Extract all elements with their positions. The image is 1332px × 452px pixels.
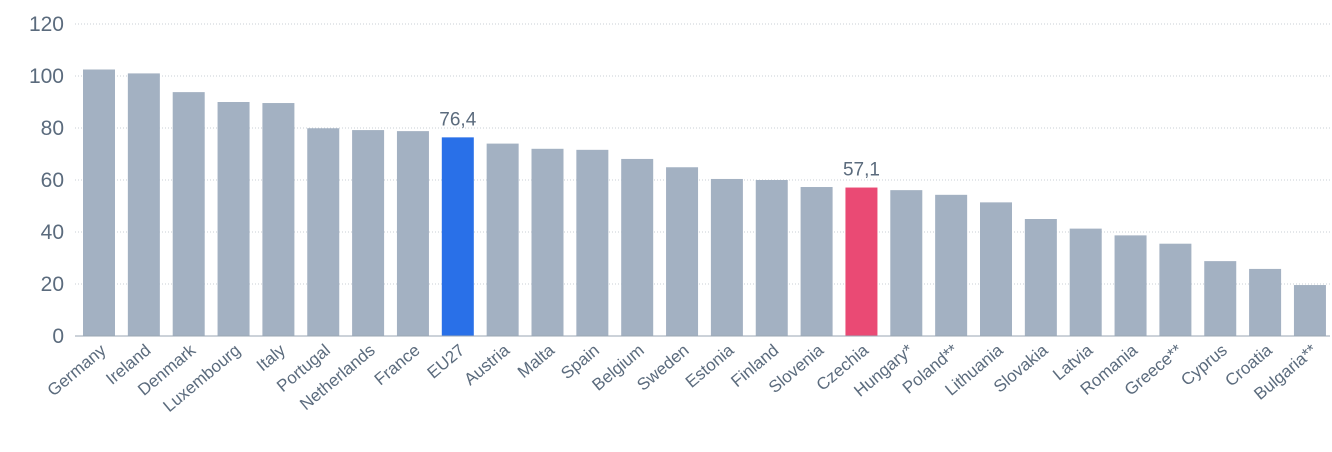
bar-slovenia xyxy=(800,187,833,336)
bar-latvia xyxy=(1069,228,1102,336)
bar-croatia xyxy=(1249,268,1282,336)
bar-slovakia xyxy=(1024,219,1057,336)
bar-italy xyxy=(262,103,295,336)
bar-portugal xyxy=(307,128,340,336)
x-tick-label: France xyxy=(371,341,424,390)
y-tick-label: 80 xyxy=(41,117,64,140)
y-tick-label: 60 xyxy=(41,169,64,192)
gridlines xyxy=(75,23,1330,285)
data-label-czechia: 57,1 xyxy=(843,160,880,181)
bar-poland xyxy=(935,194,968,336)
bar-lithuania xyxy=(980,202,1012,336)
x-tick-label: Malta xyxy=(514,340,558,382)
bar-hungary xyxy=(890,190,923,336)
x-tick-label: Germany xyxy=(44,340,110,400)
x-tick-label: Estonia xyxy=(682,340,738,391)
data-labels: 76,4 57,1 xyxy=(439,109,880,180)
y-tick-label: 40 xyxy=(41,221,64,244)
bar-denmark xyxy=(172,92,205,337)
bar-malta xyxy=(531,148,564,336)
x-tick-label: Italy xyxy=(253,340,289,375)
bar-estonia xyxy=(710,178,743,336)
data-label-eu27: 76,4 xyxy=(439,109,476,130)
bar-czechia xyxy=(845,187,878,336)
bars xyxy=(83,69,1326,337)
bar-cyprus xyxy=(1204,261,1237,336)
bar-eu27 xyxy=(441,137,474,336)
y-tick-label: 100 xyxy=(29,65,64,88)
x-tick-label: Austria xyxy=(460,340,513,389)
y-tick-label: 0 xyxy=(52,325,64,348)
bar-ireland xyxy=(127,73,160,337)
bar-sweden xyxy=(666,167,699,336)
bar-spain xyxy=(576,149,609,336)
bar-germany xyxy=(83,69,115,336)
bar-france xyxy=(396,131,429,336)
bar-greece xyxy=(1159,243,1192,336)
bar-romania xyxy=(1114,235,1147,336)
y-tick-label: 20 xyxy=(41,273,64,296)
bar-belgium xyxy=(621,158,654,336)
bar-netherlands xyxy=(352,130,385,336)
x-tick-label: Cyprus xyxy=(1177,341,1230,390)
bar-finland xyxy=(755,180,788,336)
y-axis-ticks: 0 20 40 60 80 100 120 xyxy=(29,13,64,348)
bar-luxembourg xyxy=(217,102,250,336)
y-tick-label: 120 xyxy=(29,13,64,36)
bar-bulgaria xyxy=(1293,285,1326,336)
bar-austria xyxy=(486,143,519,336)
